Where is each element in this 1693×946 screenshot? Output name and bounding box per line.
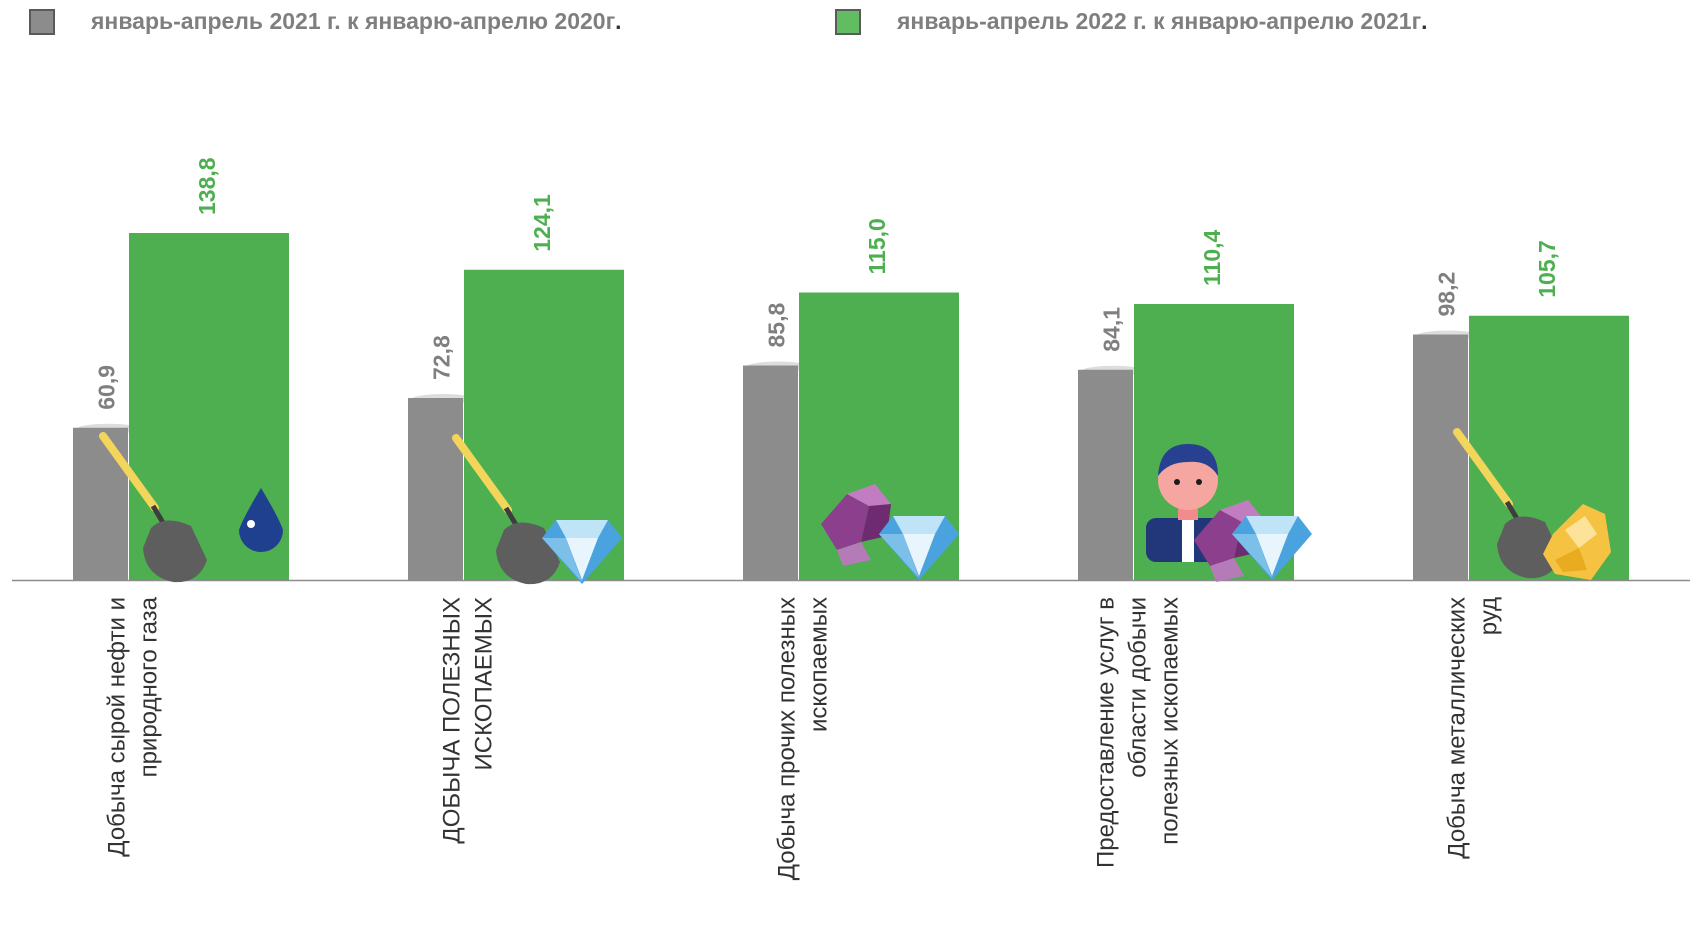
data-label-2021: 72,8 bbox=[429, 335, 455, 380]
data-label-2021: 85,8 bbox=[764, 303, 790, 348]
shovel-handle bbox=[452, 434, 512, 514]
bar-group-2: 72,8 124,1 ДОБЫЧА ПОЛЕЗНЫХ ИСКОПАЕМЫХ bbox=[408, 194, 624, 844]
legend-swatch-2022 bbox=[835, 8, 861, 35]
legend-item-2021: январь-апрель 2021 г. к январю-апрелю 20… bbox=[29, 8, 622, 35]
shovel-handle bbox=[99, 432, 159, 512]
crystal-d bbox=[837, 542, 871, 566]
miner-hair bbox=[1158, 444, 1218, 476]
diamond-left bbox=[542, 538, 582, 582]
data-label-2022: 138,8 bbox=[194, 157, 220, 215]
bar-group-3: 85,8 115,0 Добыча прочих полезных ископаемы… bbox=[743, 218, 959, 880]
shovel-blade bbox=[143, 520, 207, 583]
diamond-center bbox=[903, 534, 935, 576]
miner-eye-left bbox=[1174, 479, 1180, 485]
diamond-top bbox=[1246, 516, 1298, 534]
oil-drop-shape bbox=[239, 488, 283, 552]
category-label-line: природного газа bbox=[135, 596, 162, 777]
data-label-2022: 105,7 bbox=[1534, 240, 1560, 298]
legend-swatch-2021 bbox=[29, 8, 55, 35]
bar-group-4: 84,1 110,4 Предоставление услуг в области д… bbox=[1078, 230, 1312, 868]
legend-suffix-2021: . bbox=[615, 8, 622, 34]
category-label-line: полезных ископаемых bbox=[1156, 597, 1183, 845]
bar-2021 bbox=[743, 365, 798, 580]
crystal-a bbox=[1194, 510, 1242, 566]
diamond-top bbox=[893, 516, 945, 534]
shovel-handle bbox=[1453, 428, 1513, 508]
category-label-line: ДОБЫЧА ПОЛЕЗНЫХ bbox=[438, 597, 465, 844]
legend: январь-апрель 2021 г. к январю-апрелю 20… bbox=[0, 0, 1693, 50]
diamond-center bbox=[1256, 534, 1288, 576]
diamond-left bbox=[1232, 534, 1272, 578]
gold-nugget-icon bbox=[1543, 504, 1611, 580]
legend-label-2021: январь-апрель 2021 г. к январю-апрелю 20… bbox=[91, 8, 616, 34]
bar-2021 bbox=[1078, 369, 1133, 580]
category-label-line: ИСКОПАЕМЫХ bbox=[470, 597, 497, 770]
data-label-2021: 84,1 bbox=[1099, 307, 1125, 352]
shovel-icon bbox=[1453, 428, 1561, 579]
category-label-line: области добычи bbox=[1124, 597, 1151, 778]
category-label-line: ископаемых bbox=[805, 597, 832, 732]
data-label-2021: 98,2 bbox=[1434, 272, 1460, 317]
diamond-left bbox=[879, 534, 919, 578]
crystal-a bbox=[821, 494, 869, 550]
gold-facet-b bbox=[1555, 548, 1587, 572]
diamond-center bbox=[566, 538, 598, 580]
bar-group-5: 98,2 105,7 Добыча металлических руд bbox=[1413, 240, 1629, 859]
miner-face bbox=[1158, 450, 1218, 510]
diamond-top bbox=[556, 520, 608, 538]
crystal-icon bbox=[821, 484, 891, 566]
miner-eye-right bbox=[1196, 479, 1202, 485]
diamond-icon bbox=[542, 520, 622, 584]
data-label-2022: 110,4 bbox=[1199, 230, 1225, 286]
bar-group-1: 60,9 138,8 Добыча сырой нефти и природного … bbox=[73, 157, 289, 857]
diamond-icon bbox=[1232, 516, 1312, 580]
shovel-icon bbox=[99, 432, 207, 583]
category-label-line: Предоставление услуг в bbox=[1092, 597, 1119, 868]
crystal-b bbox=[847, 484, 891, 506]
category-label-line: Добыча сырой нефти и bbox=[103, 597, 130, 857]
category-label-line: Добыча прочих полезных bbox=[773, 597, 800, 880]
crystal-d bbox=[1210, 558, 1244, 582]
category-label-line: руд bbox=[1475, 597, 1502, 635]
data-label-2022: 115,0 bbox=[864, 218, 890, 274]
oil-drop-icon bbox=[239, 488, 283, 552]
diamond-icon bbox=[879, 516, 959, 580]
bar-2021 bbox=[1413, 334, 1468, 580]
bar-2021 bbox=[73, 427, 128, 580]
data-label-2021: 60,9 bbox=[94, 365, 120, 410]
miner-collar bbox=[1182, 520, 1194, 562]
data-label-2022: 124,1 bbox=[529, 194, 555, 252]
gold-facet-a bbox=[1565, 516, 1597, 548]
category-label-line: Добыча металлических bbox=[1443, 597, 1470, 859]
legend-item-2022: январь-апрель 2022 г. к январю-апрелю 20… bbox=[835, 8, 1428, 35]
legend-suffix-2022: . bbox=[1421, 8, 1428, 34]
shovel-blade bbox=[1497, 516, 1561, 579]
bar-2021 bbox=[408, 398, 463, 580]
oil-drop-shine bbox=[247, 520, 255, 528]
legend-label-2022: январь-апрель 2022 г. к январю-апрелю 20… bbox=[897, 8, 1422, 34]
